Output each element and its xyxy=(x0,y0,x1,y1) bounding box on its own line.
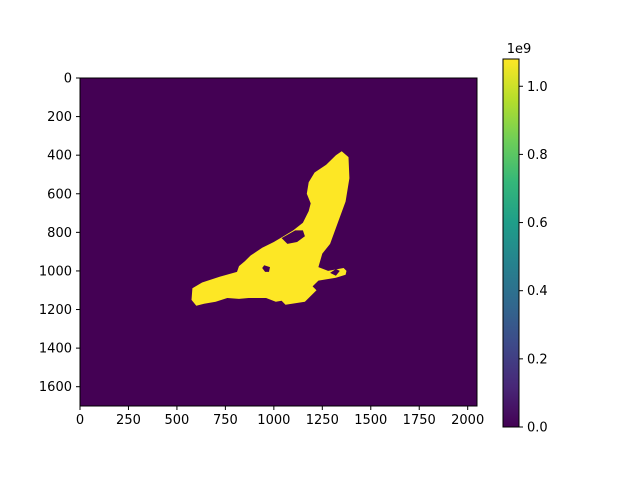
colorbar-tick-label: 0.8 xyxy=(527,148,548,163)
y-tick-label: 1400 xyxy=(39,342,72,357)
x-tick-label: 0 xyxy=(76,413,84,428)
colorbar-tick-label: 1.0 xyxy=(527,80,548,95)
heatmap-image xyxy=(80,78,477,406)
colorbar-gradient xyxy=(503,59,519,427)
x-tick-label: 250 xyxy=(116,413,141,428)
y-tick-label: 1600 xyxy=(39,380,72,395)
x-tick-label: 500 xyxy=(165,413,190,428)
y-tick-label: 600 xyxy=(47,187,72,202)
mask-hole xyxy=(262,265,270,272)
x-tick-label: 1000 xyxy=(257,413,290,428)
colorbar-tick-label: 0.2 xyxy=(527,352,548,367)
y-tick-label: 1000 xyxy=(39,264,72,279)
x-tick-label: 2000 xyxy=(451,413,484,428)
mask-hole xyxy=(330,269,340,276)
x-tick-label: 1750 xyxy=(403,413,436,428)
y-tick-label: 800 xyxy=(47,226,72,241)
y-axis-ticks: 0 200 400 600 800 1000 1200 1400 1600 xyxy=(39,72,80,395)
mask-region xyxy=(191,151,350,306)
colorbar-ticks: 0.0 0.2 0.4 0.6 0.8 1.0 xyxy=(519,80,548,436)
y-tick-label: 200 xyxy=(47,110,72,125)
image-axes: 0 250 500 750 1000 1250 1500 1750 2000 0 200 400 60… xyxy=(39,72,484,429)
x-tick-label: 1250 xyxy=(306,413,339,428)
colorbar-tick-label: 0.0 xyxy=(527,421,548,436)
x-tick-label: 750 xyxy=(213,413,238,428)
axes-frame xyxy=(79,77,478,407)
y-tick-label: 400 xyxy=(47,149,72,164)
x-tick-label: 1500 xyxy=(354,413,387,428)
colorbar-offset-label: 1e9 xyxy=(507,42,532,57)
colorbar-frame xyxy=(502,58,520,428)
x-axis-ticks: 0 250 500 750 1000 1250 1500 1750 2000 xyxy=(76,406,484,428)
colorbar: 0.0 0.2 0.4 0.6 0.8 1.0 1e9 xyxy=(502,42,548,436)
colorbar-tick-label: 0.4 xyxy=(527,284,548,299)
colorbar-tick-label: 0.6 xyxy=(527,216,548,231)
y-tick-label: 1200 xyxy=(39,303,72,318)
mask-hole xyxy=(281,230,305,244)
y-tick-label: 0 xyxy=(64,72,72,87)
